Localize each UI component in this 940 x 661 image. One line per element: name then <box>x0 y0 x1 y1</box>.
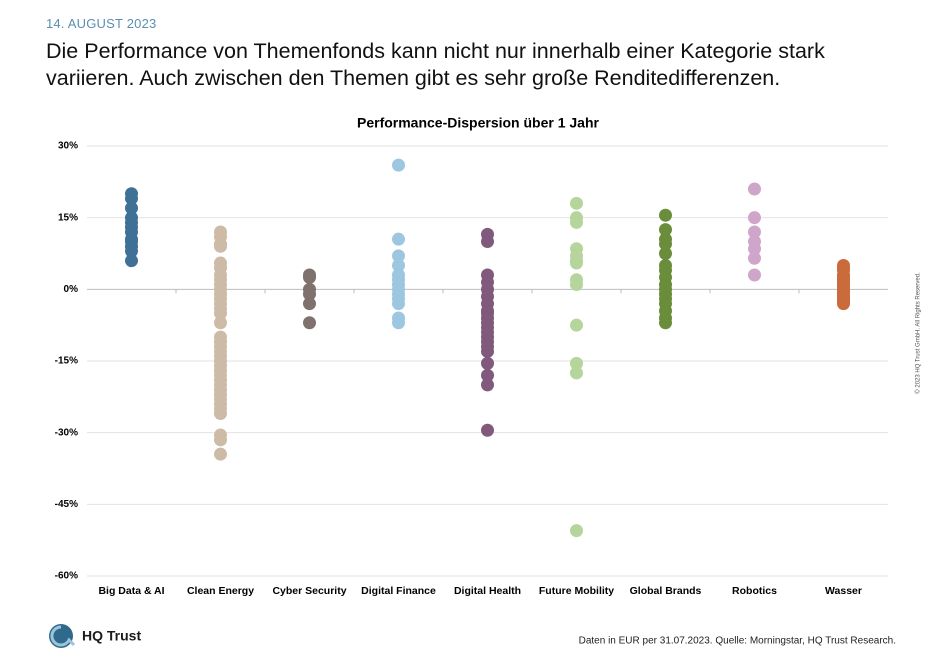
logo: HQ Trust <box>49 624 141 648</box>
dot <box>748 225 761 239</box>
dot <box>214 407 227 421</box>
dot <box>570 366 583 380</box>
copyright: © 2023 HQ Trust GmbH. All Rights Reserve… <box>915 272 922 394</box>
dot <box>748 211 761 225</box>
dot <box>570 278 583 292</box>
dot <box>837 297 850 311</box>
dot <box>659 237 672 251</box>
y-tick-label: -15% <box>55 356 78 367</box>
dot <box>392 297 405 311</box>
dot <box>570 524 583 538</box>
dot <box>481 235 494 249</box>
dot <box>570 356 583 370</box>
dot <box>481 368 494 382</box>
dot <box>659 247 672 260</box>
dot <box>303 297 316 311</box>
dot <box>125 244 138 258</box>
x-tick-label: Digital Health <box>454 585 521 597</box>
dot <box>748 251 761 265</box>
x-tick-label: Digital Finance <box>361 585 436 597</box>
x-tick-label: Clean Energy <box>187 585 254 597</box>
y-tick-label: 15% <box>58 212 78 223</box>
y-tick-label: 0% <box>64 284 79 295</box>
footnote: Daten in EUR per 31.07.2023. Quelle: Mor… <box>579 636 896 647</box>
dot <box>392 158 405 172</box>
dot <box>303 316 316 330</box>
dot <box>214 316 227 330</box>
dot <box>659 208 672 222</box>
x-tick-label: Future Mobility <box>539 585 614 597</box>
dot <box>481 378 494 392</box>
dot <box>570 318 583 332</box>
dot <box>214 306 227 320</box>
x-tick-label: Wasser <box>825 585 862 597</box>
dot <box>748 182 761 196</box>
dot <box>303 287 316 301</box>
dot <box>659 223 672 237</box>
x-tick-label: Global Brands <box>630 585 702 597</box>
dot <box>125 201 138 215</box>
dot <box>748 268 761 282</box>
dot <box>392 249 405 263</box>
dot <box>392 316 405 330</box>
y-tick-label: -45% <box>55 499 78 510</box>
x-tick-label: Cyber Security <box>272 585 346 597</box>
dot <box>392 258 405 272</box>
dot <box>570 215 583 229</box>
dot <box>214 239 227 253</box>
dot <box>214 447 227 461</box>
logo-icon-arc <box>50 625 76 647</box>
x-tick-label: Robotics <box>732 585 777 597</box>
dot <box>570 256 583 270</box>
dot <box>659 316 672 330</box>
dot <box>481 344 494 358</box>
dot <box>214 433 227 447</box>
dot <box>303 270 316 284</box>
dot <box>125 254 138 268</box>
chart-title: Performance-Dispersion über 1 Jahr <box>357 115 600 131</box>
dot <box>748 242 761 256</box>
dot <box>570 196 583 210</box>
date: 14. AUGUST 2023 <box>46 16 157 31</box>
dot <box>481 356 494 370</box>
y-tick-label: -30% <box>55 427 78 438</box>
x-tick-label: Big Data & AI <box>98 585 164 597</box>
dot <box>125 192 138 206</box>
dot <box>481 423 494 437</box>
logo-text: HQ Trust <box>82 628 141 644</box>
y-tick-label: -60% <box>55 571 78 582</box>
y-tick-label: 30% <box>58 141 78 152</box>
headline: Die Performance von Themenfonds kann nic… <box>46 39 825 90</box>
dot <box>392 232 405 246</box>
